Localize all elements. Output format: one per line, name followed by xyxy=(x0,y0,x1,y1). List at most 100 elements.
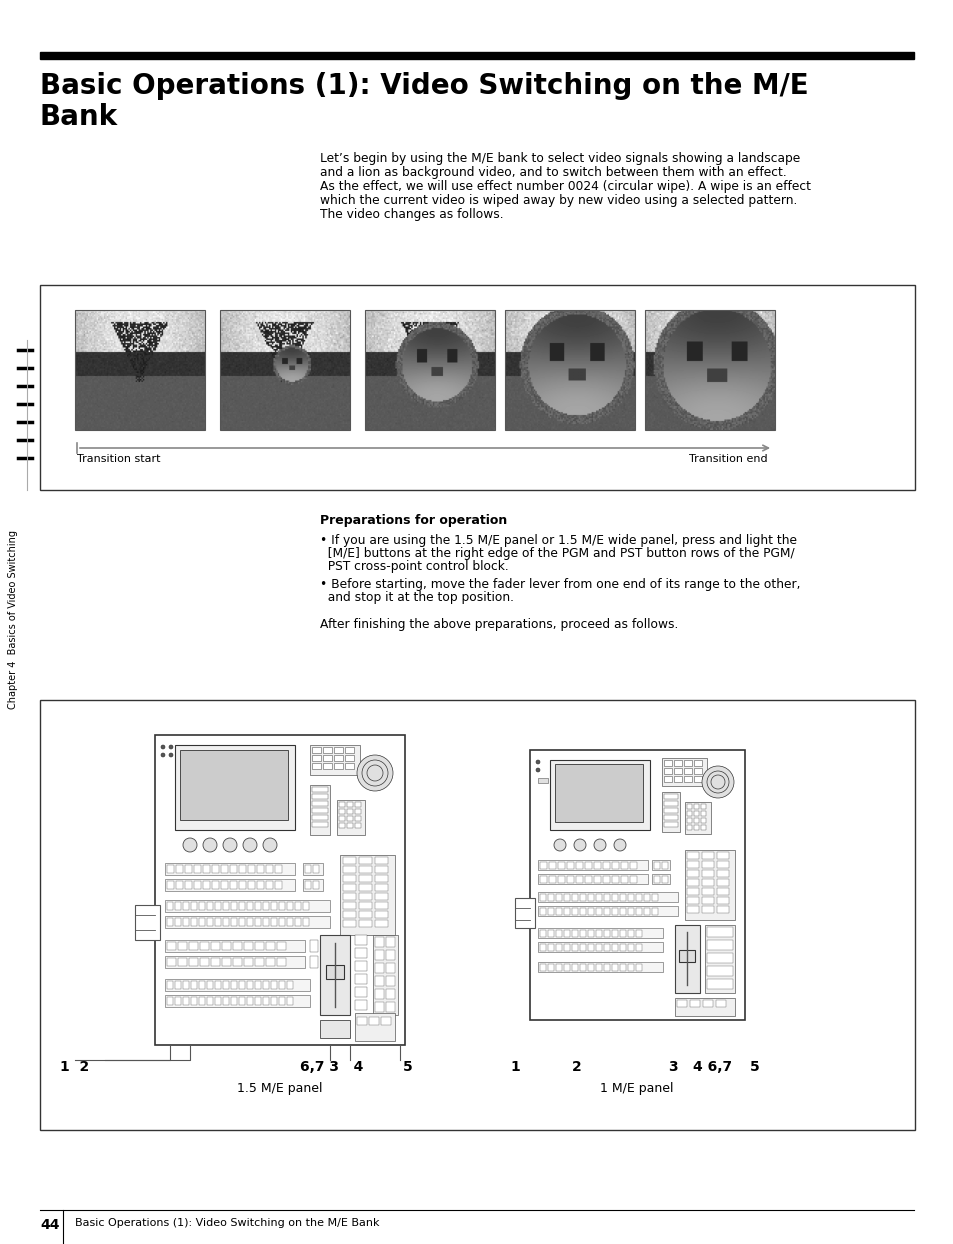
Bar xyxy=(375,893,388,899)
Bar xyxy=(347,802,353,807)
Bar xyxy=(207,996,213,1005)
Bar xyxy=(579,964,585,972)
Bar xyxy=(191,996,196,1005)
Bar xyxy=(343,866,355,873)
Bar xyxy=(380,1018,391,1025)
Bar xyxy=(579,944,585,950)
Bar xyxy=(386,950,395,960)
Bar xyxy=(339,855,395,935)
Bar xyxy=(643,894,649,901)
Bar xyxy=(263,982,269,989)
Bar xyxy=(233,942,242,950)
Bar xyxy=(355,1013,395,1041)
Text: After finishing the above preparations, proceed as follows.: After finishing the above preparations, … xyxy=(319,618,678,631)
Text: which the current video is wiped away by new video using a selected pattern.: which the current video is wiped away by… xyxy=(319,194,797,207)
Bar xyxy=(165,940,305,952)
Bar xyxy=(373,935,397,1015)
Bar xyxy=(663,760,671,766)
Bar xyxy=(303,880,323,891)
Bar xyxy=(294,902,301,911)
Bar xyxy=(603,944,609,950)
Bar xyxy=(596,944,601,950)
Bar xyxy=(547,964,554,972)
Bar xyxy=(539,964,545,972)
Bar xyxy=(537,906,678,916)
Bar xyxy=(254,918,261,926)
Text: As the effect, we will use effect number 0024 (circular wipe). A wipe is an effe: As the effect, we will use effect number… xyxy=(319,180,810,193)
Bar xyxy=(701,906,713,913)
Bar xyxy=(375,1001,384,1013)
Bar xyxy=(515,898,535,928)
Text: 6,7 3   4: 6,7 3 4 xyxy=(299,1060,363,1074)
Bar xyxy=(278,918,285,926)
Bar xyxy=(310,955,317,968)
Bar xyxy=(355,1000,367,1010)
Bar xyxy=(693,768,701,774)
Bar xyxy=(183,982,189,989)
Bar xyxy=(686,906,699,913)
Bar xyxy=(40,700,914,1130)
Bar xyxy=(203,865,210,873)
Circle shape xyxy=(169,753,172,758)
Text: 4 6,7: 4 6,7 xyxy=(692,1060,731,1074)
Bar xyxy=(386,963,395,973)
Bar xyxy=(303,918,309,926)
Text: Basic Operations (1): Video Switching on the M/E: Basic Operations (1): Video Switching on… xyxy=(40,72,808,100)
Circle shape xyxy=(263,838,276,852)
Text: 2: 2 xyxy=(572,1060,581,1074)
Bar xyxy=(700,819,705,824)
Bar xyxy=(167,942,175,950)
Bar xyxy=(537,942,662,952)
Bar xyxy=(287,996,293,1005)
Bar xyxy=(375,902,388,909)
Bar xyxy=(587,908,594,916)
Bar xyxy=(375,884,388,891)
Bar xyxy=(627,908,634,916)
Bar xyxy=(174,745,294,830)
Bar xyxy=(636,944,641,950)
Bar xyxy=(355,824,360,829)
Bar xyxy=(247,982,253,989)
Bar xyxy=(619,944,625,950)
Circle shape xyxy=(367,765,382,781)
Circle shape xyxy=(554,838,565,851)
Bar xyxy=(254,942,264,950)
Bar xyxy=(612,894,618,901)
Bar xyxy=(266,865,273,873)
Bar xyxy=(572,944,578,950)
Bar xyxy=(556,944,561,950)
Bar xyxy=(563,908,569,916)
Bar xyxy=(686,870,699,877)
Bar xyxy=(334,746,343,753)
Bar xyxy=(222,958,231,967)
Bar xyxy=(165,916,330,928)
Bar xyxy=(312,815,328,820)
Bar xyxy=(375,950,384,960)
Bar xyxy=(319,1020,350,1037)
Bar xyxy=(629,876,637,883)
Bar xyxy=(334,763,343,769)
Bar xyxy=(587,894,594,901)
Bar xyxy=(686,825,691,830)
Bar xyxy=(675,926,700,993)
Bar xyxy=(278,982,285,989)
Bar xyxy=(717,880,728,886)
Bar xyxy=(579,931,585,937)
Bar xyxy=(199,918,205,926)
Circle shape xyxy=(594,838,605,851)
Bar xyxy=(278,902,285,911)
Bar xyxy=(355,974,367,984)
Bar xyxy=(596,931,601,937)
Bar xyxy=(375,989,384,999)
Bar xyxy=(334,755,343,761)
Bar xyxy=(211,942,220,950)
Bar xyxy=(319,935,350,1015)
Bar xyxy=(312,822,328,827)
Bar xyxy=(539,908,545,916)
Bar xyxy=(686,897,699,904)
Bar xyxy=(572,908,578,916)
Bar xyxy=(661,758,706,786)
Bar xyxy=(547,908,554,916)
Bar xyxy=(358,857,372,865)
Bar xyxy=(706,967,732,977)
